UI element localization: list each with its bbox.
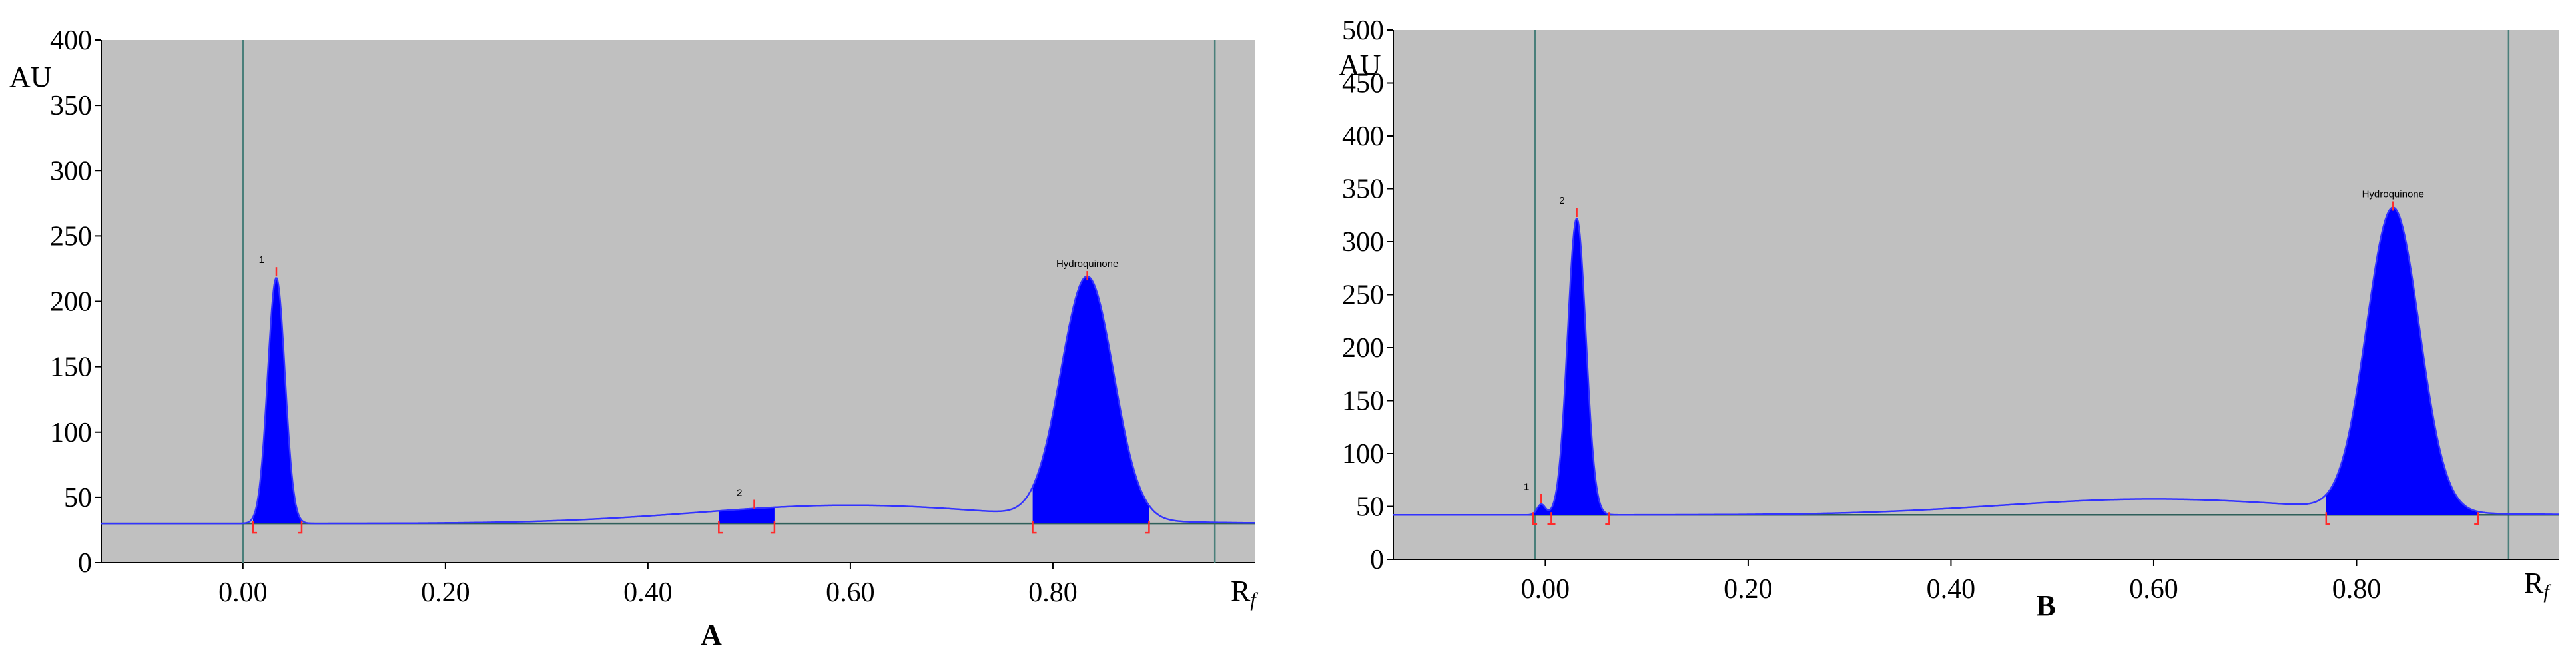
peak-label: 1 xyxy=(259,254,264,266)
peak-area-2 xyxy=(719,507,775,524)
y-tick-label: 500 xyxy=(1342,15,1384,46)
peak-label: 1 xyxy=(1524,481,1529,492)
y-tick-label: 0 xyxy=(1370,545,1384,575)
y-tick-label: 350 xyxy=(1342,174,1384,205)
y-tick-label: 450 xyxy=(1342,69,1384,99)
y-tick-label: 350 xyxy=(50,91,92,121)
y-tick-label: 100 xyxy=(50,418,92,448)
peak-label: 2 xyxy=(1559,195,1564,206)
integration-bracket xyxy=(770,521,776,534)
chromatogram-trace xyxy=(1393,206,2559,516)
x-tick-label: 0.20 xyxy=(1724,574,1773,605)
y-tick-label: 300 xyxy=(50,156,92,186)
y-tick-label: 50 xyxy=(64,483,92,513)
peak-area-1 xyxy=(1533,504,1552,515)
x-tick-label: 0.40 xyxy=(1927,574,1976,605)
peak-label: Hydroquinone xyxy=(2362,188,2424,200)
x-tick-label: 0.80 xyxy=(2332,574,2382,605)
peak-area-2 xyxy=(1551,218,1610,515)
y-tick-label: 200 xyxy=(1342,333,1384,364)
y-axis-label: AU xyxy=(1339,49,1381,81)
x-tick-label: 0.40 xyxy=(623,577,673,608)
peak-label: 2 xyxy=(737,488,742,499)
panel-label: A xyxy=(701,619,722,651)
y-tick-label: 250 xyxy=(1342,280,1384,311)
integration-bracket xyxy=(2325,512,2330,525)
y-tick-label: 150 xyxy=(1342,386,1384,417)
x-axis-label: Rf xyxy=(2524,567,2551,603)
y-tick-label: 400 xyxy=(1342,121,1384,152)
chromatogram-trace xyxy=(101,275,1255,525)
x-axis-label: Rf xyxy=(1231,575,1258,611)
x-tick-label: 0.20 xyxy=(421,577,470,608)
x-tick-label: 0.00 xyxy=(218,577,268,608)
x-axis-label-subscript: f xyxy=(2543,581,2551,603)
x-tick-label: 0.60 xyxy=(2129,574,2178,605)
y-tick-label: 250 xyxy=(50,221,92,252)
integration-bracket xyxy=(718,521,723,534)
y-tick-label: 0 xyxy=(78,548,92,579)
x-axis-label-subscript: f xyxy=(1250,589,1258,611)
peak-area-3 xyxy=(1032,276,1149,524)
y-axis-label: AU xyxy=(9,61,52,93)
chromatogram-panel-b: 0 50 100 150 200 250 300 350 400 450 500 0.00 0.20 0.… xyxy=(1339,15,2559,622)
y-tick-label: 300 xyxy=(1342,227,1384,258)
peak-area-3 xyxy=(2326,207,2479,515)
integration-bracket xyxy=(297,521,303,534)
integration-bracket xyxy=(252,521,258,534)
y-tick-label: 400 xyxy=(50,25,92,56)
integration-bracket xyxy=(1145,521,1150,534)
chromatogram-panel-a: 0 50 100 150 200 250 300 350 400 0.00 0.20 0.40 0.60… xyxy=(9,25,1258,651)
x-tick-label: 0.60 xyxy=(826,577,875,608)
x-tick-label: 0.80 xyxy=(1028,577,1078,608)
y-tick-label: 200 xyxy=(50,287,92,318)
integration-bracket xyxy=(1550,512,1556,525)
integration-bracket xyxy=(1605,512,1610,525)
integration-bracket xyxy=(1532,512,1538,525)
peak-label: Hydroquinone xyxy=(1056,258,1118,270)
peak-area-1 xyxy=(253,278,302,524)
integration-bracket xyxy=(1032,521,1037,534)
y-tick-label: 100 xyxy=(1342,439,1384,470)
y-tick-label: 150 xyxy=(50,352,92,383)
integration-bracket xyxy=(2474,512,2479,525)
x-tick-label: 0.00 xyxy=(1521,574,1570,605)
panel-label: B xyxy=(2036,589,2055,622)
y-tick-label: 50 xyxy=(1356,492,1384,523)
